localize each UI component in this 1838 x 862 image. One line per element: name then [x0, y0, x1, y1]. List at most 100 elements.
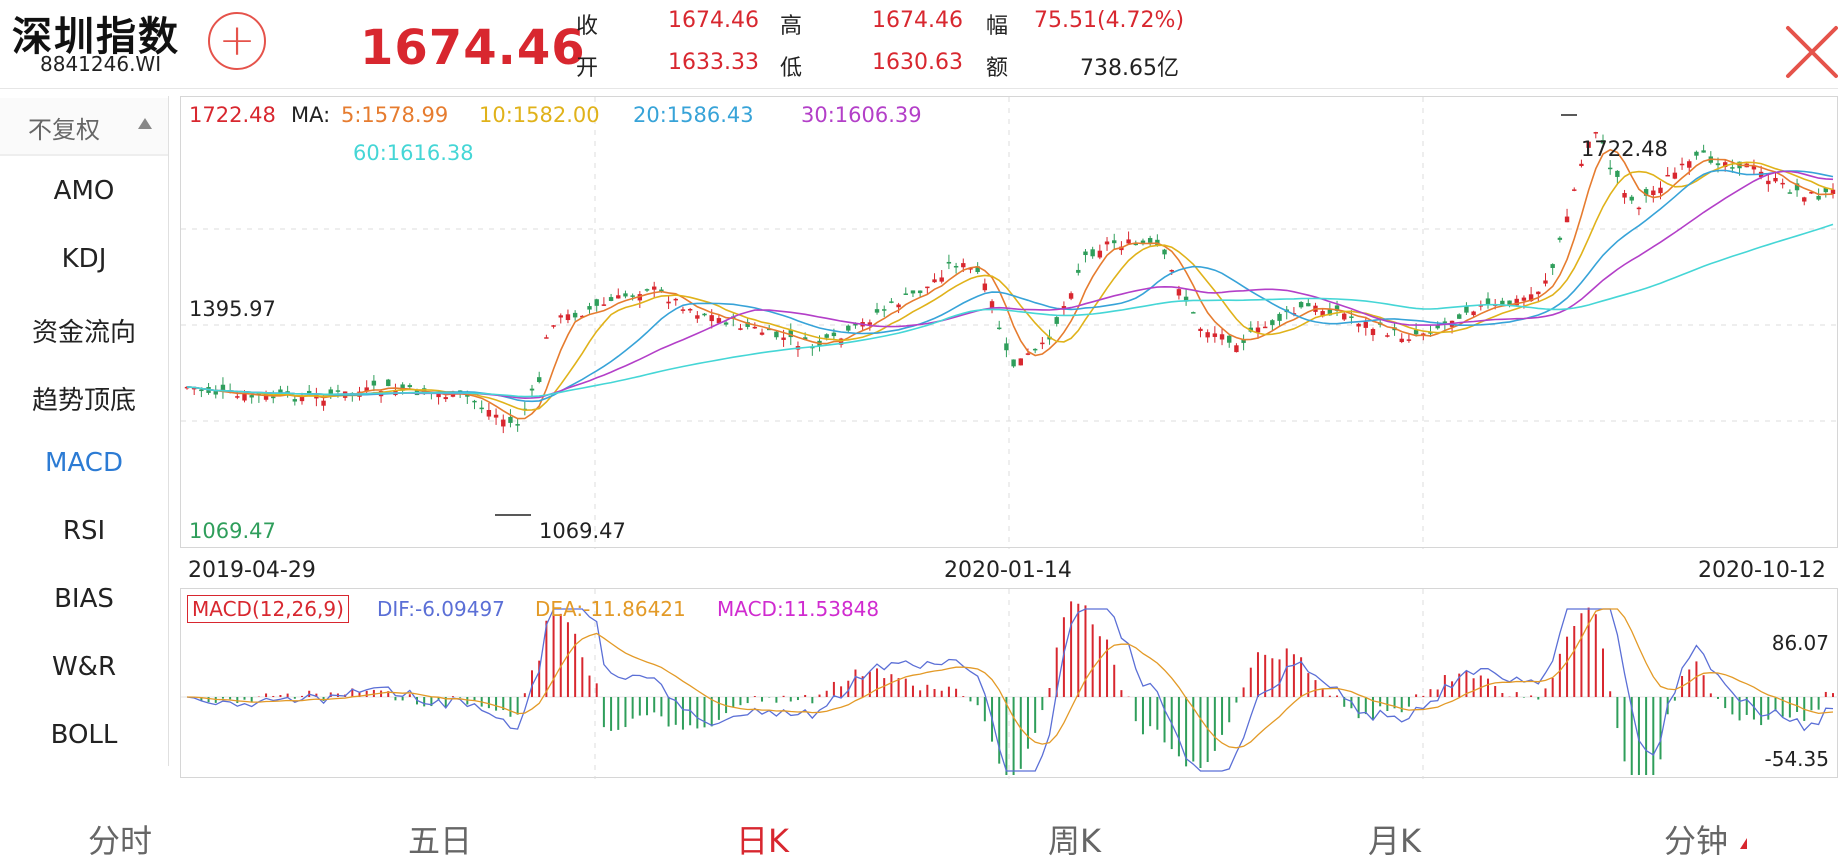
- candle-body: [1363, 321, 1368, 328]
- macd-chart[interactable]: MACD(12,26,9) DIF:-6.09497 DEA:-11.86421…: [180, 588, 1838, 779]
- quote-label-amount: 额: [986, 56, 1009, 81]
- candle-body: [400, 384, 405, 391]
- quote-label-open: 开: [576, 56, 599, 81]
- candle-body: [1672, 172, 1678, 179]
- candle-body: [1521, 297, 1527, 301]
- candle-body: [1004, 343, 1009, 351]
- candle-body: [1830, 189, 1836, 195]
- candle-body: [925, 286, 930, 289]
- candle-body: [1701, 150, 1706, 153]
- candle-body: [1687, 161, 1692, 168]
- candle-body: [695, 315, 700, 319]
- candle-body: [587, 306, 592, 310]
- candle-body: [1298, 302, 1304, 308]
- candle-body: [853, 323, 858, 326]
- dea-label: DEA:-11.86421: [535, 597, 686, 621]
- candle-body: [1629, 196, 1634, 201]
- candle-body: [386, 379, 391, 387]
- candle-body: [1025, 353, 1031, 355]
- candle-body: [292, 399, 298, 402]
- date-end: 2020-10-12: [1698, 558, 1826, 583]
- candle-body: [1651, 190, 1656, 196]
- candle-body: [1794, 183, 1800, 191]
- candle-body: [745, 322, 750, 327]
- candle-body: [623, 293, 628, 297]
- tab-daily-k[interactable]: 日K: [736, 822, 789, 860]
- candle-body: [1133, 243, 1138, 246]
- tab-weekly-k[interactable]: 周K: [1048, 822, 1101, 860]
- candle-body: [1766, 180, 1771, 185]
- quote-value-close: 1674.46: [668, 8, 759, 33]
- candle-body: [1457, 314, 1462, 319]
- close-icon[interactable]: [1782, 22, 1838, 82]
- indicator-bias[interactable]: BIAS: [54, 584, 114, 614]
- candle-body: [644, 289, 650, 291]
- minute-dropdown-icon[interactable]: [1740, 838, 1747, 849]
- adjust-mode-dropdown[interactable]: 不复权: [0, 98, 168, 154]
- indicator-trend[interactable]: 趋势顶底: [31, 386, 136, 416]
- candle-body: [306, 390, 312, 395]
- candle-body: [1097, 250, 1103, 258]
- candle-body: [529, 388, 535, 391]
- index-code: 8841246.WI: [40, 52, 162, 76]
- indicator-wr[interactable]: W&R: [51, 652, 117, 682]
- candle-body: [1054, 317, 1059, 324]
- candle-body: [1212, 333, 1218, 337]
- candle-body: [220, 384, 226, 392]
- indicator-macd[interactable]: MACD: [45, 448, 123, 478]
- candle-body: [1607, 167, 1613, 170]
- candle-body: [565, 314, 571, 321]
- candle-body: [1514, 298, 1519, 306]
- candle-body: [299, 396, 305, 402]
- candle-body: [702, 313, 707, 316]
- candle-body: [271, 396, 276, 399]
- candle-body: [1227, 335, 1232, 343]
- candle-body: [1643, 189, 1649, 196]
- candle-body: [630, 295, 635, 297]
- candle-body: [1773, 177, 1778, 182]
- candle-body: [443, 397, 448, 400]
- candle-body: [493, 414, 499, 418]
- candle-body: [1730, 167, 1735, 169]
- indicator-amo[interactable]: AMO: [53, 176, 115, 206]
- macd-params-label[interactable]: MACD(12,26,9): [187, 595, 349, 623]
- candle-body: [1579, 163, 1584, 166]
- candle-body: [1665, 174, 1670, 177]
- candle-body: [1320, 311, 1325, 317]
- ma5-label: 5:1578.99: [341, 103, 449, 127]
- candle-body: [1471, 311, 1476, 316]
- candle-body: [1694, 151, 1699, 156]
- indicator-rsi[interactable]: RSI: [62, 516, 106, 546]
- candle-body: [882, 309, 887, 311]
- candle-body: [1442, 321, 1448, 323]
- candle-body: [1356, 323, 1361, 327]
- tab-monthly-k[interactable]: 月K: [1368, 822, 1421, 860]
- candle-body: [1787, 192, 1793, 194]
- quote-label-change: 幅: [986, 14, 1009, 39]
- candle-body: [249, 395, 254, 398]
- candle-body: [723, 322, 729, 325]
- tab-five-day[interactable]: 五日: [408, 822, 473, 860]
- candle-body: [1349, 316, 1354, 318]
- candle-body: [1385, 335, 1390, 337]
- candle-body: [1262, 326, 1268, 329]
- candle-body: [1076, 269, 1081, 273]
- kline-canvas: [181, 97, 1838, 549]
- indicator-boll[interactable]: BOLL: [50, 720, 118, 750]
- candle-body: [1032, 348, 1038, 351]
- candle-body: [1500, 300, 1505, 305]
- candle-body: [1406, 339, 1412, 341]
- candle-body: [1600, 140, 1606, 144]
- indicator-fund-flow[interactable]: 资金流向: [31, 318, 136, 348]
- candle-body: [781, 337, 786, 340]
- tab-minute[interactable]: 分钟: [1664, 822, 1729, 860]
- candle-body: [659, 289, 664, 292]
- add-watchlist-button[interactable]: +: [208, 12, 266, 70]
- indicator-kdj[interactable]: KDJ: [61, 244, 107, 274]
- kline-chart[interactable]: 1722.48 MA: 5:1578.99 10:1582.00 20:1586…: [180, 96, 1838, 549]
- candle-body: [1183, 296, 1189, 302]
- quote-label-low: 低: [780, 56, 803, 81]
- candle-body: [1658, 187, 1663, 194]
- macd-max-label: 86.07: [1771, 631, 1829, 655]
- tab-intraday[interactable]: 分时: [88, 822, 153, 860]
